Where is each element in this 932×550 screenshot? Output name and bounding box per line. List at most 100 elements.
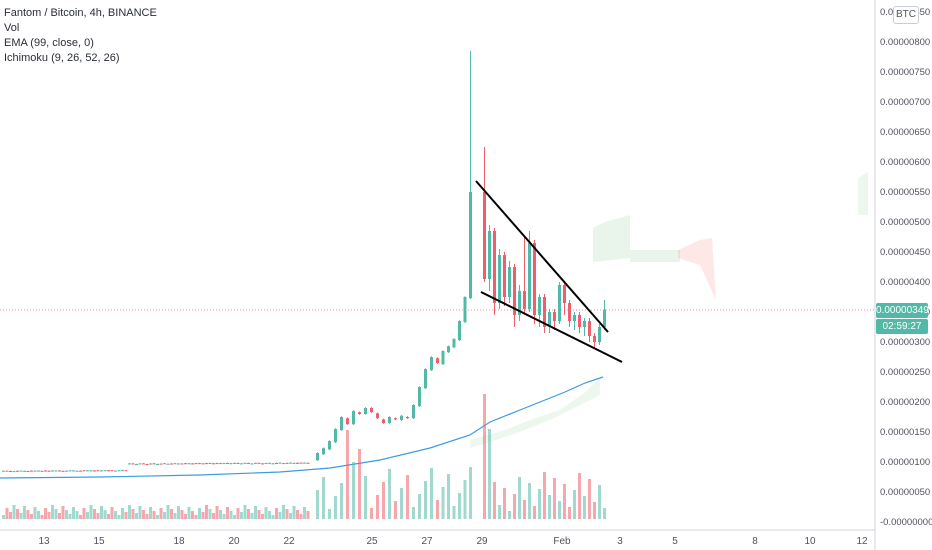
candle-body [54,470,58,472]
candle-body [187,463,191,465]
volume-bar [180,510,184,519]
candle-body [306,462,310,464]
volume-bar [229,511,233,519]
candle-body [563,285,566,303]
volume-bar [222,514,226,519]
candle-body [135,464,138,466]
candle-body [128,463,131,465]
candle-body [121,470,124,472]
ichimoku-cloud-up [630,250,680,262]
y-tick-label: 0.00000700 [880,97,930,108]
candle-body [65,470,68,472]
volume-bar [173,513,177,519]
volume-bar [219,510,222,519]
candle-body [400,415,403,420]
volume-bar [110,507,114,519]
candle-body [201,463,205,465]
candle-body [226,463,229,465]
candle-body [548,312,551,327]
candle-body [261,463,264,465]
y-tick-label: 0.00000550 [880,187,930,198]
candle-body [86,470,89,472]
volume-bar [170,509,173,519]
volume-bar [19,513,23,519]
chart-legend: Fantom / Bitcoin, 4h, BINANCE Vol EMA (9… [4,6,157,66]
candle-body [124,470,128,472]
y-tick-label: 0.00000800 [880,37,930,48]
candle-body [452,339,456,348]
x-tick-label: 25 [366,536,378,547]
volume-bar [93,509,96,519]
y-tick-label: 0.00000600 [880,157,930,168]
volume-bar [406,475,409,519]
candle-body [483,192,486,279]
candle-body [247,462,250,464]
candle-body [553,312,556,321]
currency-badge[interactable]: BTC [893,6,919,24]
volume-bar [328,509,331,519]
candle-body [578,315,581,327]
candle-body [138,463,142,465]
volume-bar [30,514,33,519]
candle-body [558,285,561,321]
volume-bar [271,515,275,519]
volume-bar [75,511,79,519]
candle-body [212,463,215,465]
volume-bar [103,510,107,519]
volume-bar [226,507,229,519]
candle-body [68,470,72,472]
candle-body [107,470,110,472]
candle-body [292,462,296,464]
candle-body [523,291,526,309]
volume-bar [2,515,5,519]
candle-body [289,462,292,464]
upper-trendline [475,180,609,333]
volume-bar [58,513,61,519]
candle-body [117,470,121,472]
candle-body [436,358,439,363]
volume-bar [247,509,250,519]
volume-bar [400,488,403,519]
volume-bar [563,484,566,519]
candle-body [322,448,325,455]
candle-body [166,463,170,465]
volume-bar [187,507,191,519]
volume-bar [508,511,511,519]
y-tick-label: 0.00000100 [880,457,930,468]
volume-bar [121,508,124,519]
last-price-tag: 0.00000349 [876,303,929,318]
volume-bar [65,510,68,519]
volume-bar [261,514,264,519]
x-tick-label: 12 [856,536,868,547]
volume-bar [588,479,591,519]
volume-bar [9,512,12,519]
x-tick-label: 22 [283,536,295,547]
volume-bar [201,512,205,519]
candle-body [191,463,194,465]
volume-bar [299,514,303,519]
candle-body [296,462,299,464]
candle-body [328,441,331,450]
x-tick-label: 29 [476,536,488,547]
candle-body [33,470,37,472]
candle-body [503,255,506,297]
volume-bar [138,506,142,519]
candle-body [388,417,391,423]
candle-body [44,470,47,472]
volume-bar [205,505,208,519]
candle-body [250,463,254,465]
candle-body [268,462,271,464]
volume-bar [334,496,337,519]
candle-body [376,413,379,419]
candle-body [573,315,576,321]
volume-bar [364,476,367,519]
candle-body [282,463,285,465]
candle-body [79,470,82,472]
candle-body [271,463,275,465]
candle-body [257,462,261,464]
volume-bar [346,430,349,519]
candle-body [37,470,40,472]
candle-body [424,369,427,389]
candle-body [583,321,586,327]
